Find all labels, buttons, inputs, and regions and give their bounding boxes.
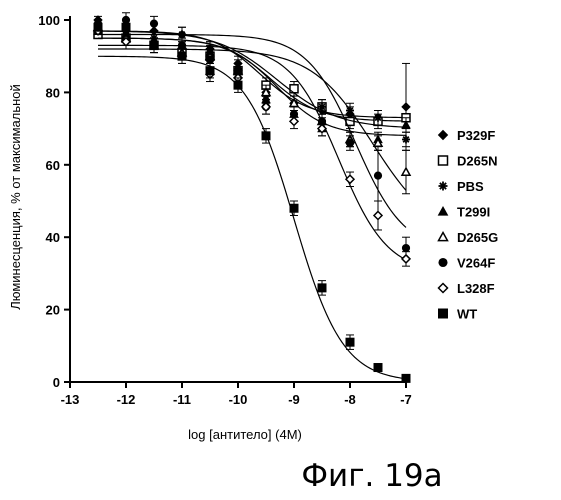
data-point-wt (290, 204, 298, 212)
legend-item-wt: WT (439, 307, 478, 322)
figure-caption: Фиг. 19а (301, 458, 442, 494)
data-point-v264f (206, 56, 213, 63)
legend-marker-d265g (439, 233, 448, 241)
legend-label-l328f: L328F (457, 281, 495, 296)
series-line-wt (98, 56, 406, 378)
plot-area (94, 13, 410, 383)
x-tick-label: -13 (61, 392, 80, 407)
data-point-v264f (374, 172, 381, 179)
legend-label-pbs: PBS (457, 179, 484, 194)
data-point-d265g (402, 168, 410, 175)
y-axis-label: Люминесценция, % от максимальной (8, 84, 23, 310)
legend-item-d265n: D265N (439, 154, 498, 169)
series-d265g (94, 23, 410, 194)
x-tick-label: -12 (117, 392, 136, 407)
data-point-wt (318, 284, 326, 292)
legend-marker-t299i (439, 207, 448, 215)
series-l328f (94, 27, 410, 266)
x-ticks: -13 -12 -11 -10 -9 -8 -7 (61, 382, 412, 407)
data-point-l328f (402, 255, 410, 263)
series-wt (94, 20, 410, 382)
legend-item-v264f: V264F (439, 256, 495, 271)
y-tick-label: 60 (46, 158, 60, 173)
data-point-l328f (290, 117, 298, 125)
legend-marker-l328f (439, 284, 448, 293)
data-point-wt (234, 81, 242, 89)
series-v264f (94, 13, 410, 259)
x-tick-label: -7 (400, 392, 412, 407)
data-point-wt (122, 23, 130, 31)
legend-label-p329f: P329F (457, 128, 495, 143)
data-point-wt (262, 132, 270, 140)
data-point-wt (94, 23, 102, 31)
y-tick-label: 0 (53, 375, 60, 390)
legend-marker-pbs (439, 182, 448, 191)
data-point-v264f (346, 139, 353, 146)
legend-item-l328f: L328F (439, 281, 495, 296)
series-line-d265n (98, 38, 406, 121)
legend-marker-p329f (439, 131, 448, 140)
y-ticks: 0 20 40 60 80 100 (38, 13, 70, 390)
legend-label-v264f: V264F (457, 256, 495, 271)
data-point-pbs (402, 135, 410, 143)
data-point-v264f (402, 244, 409, 251)
x-axis-label: log [антитело] (4M) (188, 427, 302, 442)
data-point-pbs (374, 114, 382, 122)
y-tick-label: 100 (38, 13, 60, 28)
legend-label-wt: WT (457, 307, 477, 322)
legend-item-d265g: D265G (439, 230, 499, 245)
legend-label-d265g: D265G (457, 230, 498, 245)
y-tick-label: 20 (46, 303, 60, 318)
data-point-wt (374, 364, 382, 372)
x-tick-label: -8 (344, 392, 356, 407)
data-point-l328f (346, 175, 354, 183)
data-point-wt (206, 67, 214, 75)
data-point-l328f (374, 211, 382, 219)
legend-label-t299i: T299I (457, 205, 490, 220)
legend-marker-wt (439, 309, 448, 318)
legend-item-pbs: PBS (439, 179, 485, 194)
series-p329f (94, 16, 410, 150)
x-tick-label: -11 (173, 392, 191, 407)
y-tick-label: 40 (46, 230, 60, 245)
data-point-wt (346, 338, 354, 346)
legend-item-p329f: P329F (439, 128, 496, 143)
legend: P329F D265N PBS T299I D265G V264F L328F WT (439, 128, 499, 322)
axes: -13 -12 -11 -10 -9 -8 -7 0 20 40 60 80 100 (38, 13, 411, 407)
x-tick-label: -10 (229, 392, 248, 407)
legend-marker-d265n (439, 156, 448, 165)
data-point-d265n (290, 85, 298, 93)
legend-item-t299i: T299I (439, 205, 491, 220)
data-point-v264f (150, 20, 157, 27)
legend-label-d265n: D265N (457, 154, 497, 169)
data-point-wt (150, 41, 158, 49)
legend-marker-v264f (439, 258, 447, 266)
data-point-wt (178, 52, 186, 60)
y-tick-label: 80 (46, 85, 60, 100)
x-tick-label: -9 (288, 392, 300, 407)
